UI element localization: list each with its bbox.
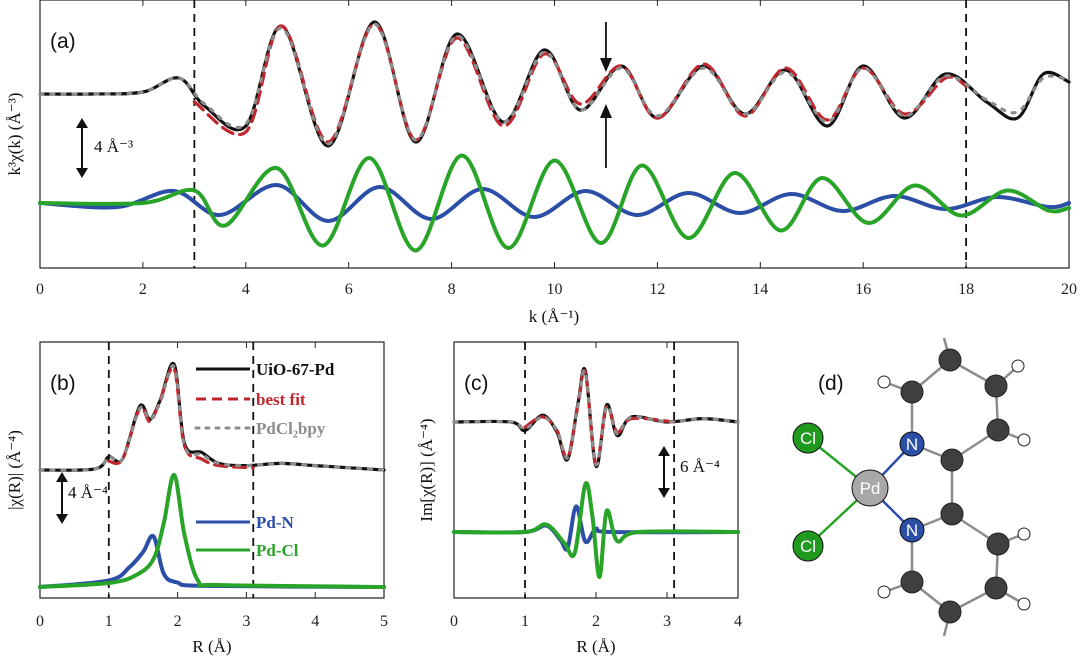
carbon-atom	[900, 380, 924, 404]
carbon-atom	[938, 600, 962, 624]
chlorine-atom-top	[792, 422, 824, 454]
panel-d-label: (d)	[818, 372, 844, 395]
x-tick-label: 4	[311, 613, 319, 630]
panel-c-scale-label: 6 Å⁻⁴	[680, 457, 720, 476]
panel-a-plot: 0 2 4 6 8 10 12 14 16 18 20	[36, 0, 1077, 298]
nitrogen-atom-bottom	[899, 517, 925, 543]
x-tick-label: 16	[855, 281, 871, 298]
carbon-atom	[984, 374, 1008, 398]
nitrogen-atom-top	[899, 431, 925, 457]
x-tick-label: 4	[734, 613, 742, 630]
panel-c-scale-arrow	[658, 446, 670, 498]
legend-label-ref: PdCl₂bpy	[256, 419, 326, 438]
panel-c: (c) R (Å) Im[χ(R)] (Å⁻⁴) 6 Å⁻⁴ 0 1 2 3 4	[417, 341, 742, 656]
series-line-pd-cl	[452, 481, 740, 580]
palladium-label: Pd	[860, 479, 881, 498]
carbon-atom	[984, 576, 1008, 600]
panel-b: (b) R (Å) |χ(R)| (Å⁻⁴) 4 Å⁻⁴ 0 1 2 3 4 5 UiO-…	[5, 341, 388, 656]
carbon-atom	[986, 532, 1010, 556]
nitrogen-label-top: N	[906, 435, 918, 454]
x-tick-label: 3	[242, 613, 250, 630]
panel-a-ylabel: k³χ(k) (Å⁻³)	[5, 93, 24, 176]
x-tick-label: 3	[663, 613, 671, 630]
legend-label-pdn: Pd-N	[256, 513, 295, 532]
carbon-atom	[900, 570, 924, 594]
x-tick-label: 0	[450, 613, 458, 630]
x-tick-label: 20	[1061, 281, 1077, 298]
hydrogen-atom	[1017, 433, 1031, 447]
x-tick-label: 1	[105, 613, 113, 630]
x-tick-label: 5	[380, 613, 388, 630]
panel-b-scale-label: 4 Å⁻⁴	[68, 483, 108, 502]
hydrogen-atom	[877, 375, 891, 389]
hydrogen-atom	[1011, 359, 1025, 373]
x-tick-label: 18	[958, 281, 974, 298]
series-line-pd-n	[38, 533, 386, 589]
chlorine-label-top: Cl	[800, 429, 816, 448]
panel-c-ylabel: Im[χ(R)] (Å⁻⁴)	[417, 418, 436, 521]
panel-a-scale-arrow	[76, 118, 88, 178]
carbon-atom	[940, 448, 964, 472]
legend-label-fit: best fit	[256, 390, 306, 409]
x-tick-label: 2	[592, 613, 600, 630]
arrow-down-head	[599, 58, 612, 72]
x-tick-label: 4	[242, 281, 250, 298]
x-tick-label: 2	[139, 281, 147, 298]
x-tick-label: 8	[448, 281, 456, 298]
x-tick-label: 6	[345, 281, 353, 298]
panel-b-label: (b)	[50, 372, 76, 395]
panel-c-plot: 0 1 2 3 4	[450, 342, 742, 630]
x-tick-label: 1	[521, 613, 529, 630]
panel-a-scale-label: 4 Å⁻³	[94, 137, 133, 156]
arrow-up-head	[599, 104, 612, 118]
panel-b-scale-arrow	[56, 472, 68, 524]
series-line-pd-cl	[38, 153, 1071, 253]
panel-a: (a) k (Å⁻¹) k³χ(k) (Å⁻³) 4 Å⁻³ 0 2 4 6 8 10 12…	[5, 0, 1077, 326]
x-tick-label: 2	[174, 613, 182, 630]
series-line-pdcl-bpy	[452, 368, 740, 467]
panel-b-ylabel: |χ(R)| (Å⁻⁴)	[5, 430, 24, 510]
panel-a-label: (a)	[50, 30, 76, 53]
chlorine-atom-bottom	[792, 530, 824, 562]
carbon-atom	[938, 348, 962, 372]
carbon-atom	[940, 502, 964, 526]
x-tick-label: 14	[752, 281, 768, 298]
series-line-uio-67-pd	[38, 361, 386, 472]
hydrogen-atom	[1017, 597, 1031, 611]
series-line-pdcl-bpy	[38, 22, 1071, 146]
molecule-atoms: Cl Cl Pd N N	[792, 348, 1031, 624]
palladium-atom	[851, 469, 889, 507]
series-line-pd-cl	[38, 472, 386, 589]
series-line-pd-n	[38, 182, 1071, 224]
carbon-atom	[986, 418, 1010, 442]
x-tick-label: 0	[36, 613, 44, 630]
legend: UiO-67-Pd best fit PdCl₂bpy Pd-N Pd-Cl	[194, 360, 335, 560]
x-tick-label: 12	[649, 281, 665, 298]
panel-d-molecule: (d)	[792, 337, 1031, 637]
panel-b-plot: 0 1 2 3 4 5	[36, 342, 388, 630]
panel-c-xlabel: R (Å)	[576, 637, 615, 656]
series-line-best-fit	[523, 368, 676, 467]
nitrogen-label-bottom: N	[906, 521, 918, 540]
series-line-uio-67-pd	[38, 20, 1071, 148]
legend-label-pdcl: Pd-Cl	[256, 541, 299, 560]
legend-label-uio: UiO-67-Pd	[256, 360, 335, 379]
panel-a-xlabel: k (Å⁻¹)	[529, 307, 579, 326]
panel-b-xlabel: R (Å)	[192, 637, 231, 656]
panel-c-label: (c)	[464, 372, 489, 395]
hydrogen-atom	[877, 585, 891, 599]
hydrogen-atom	[1017, 527, 1031, 541]
x-tick-label: 0	[36, 281, 44, 298]
chlorine-label-bottom: Cl	[800, 537, 816, 556]
x-tick-label: 10	[547, 281, 563, 298]
series-line-pdcl-bpy	[38, 364, 386, 472]
